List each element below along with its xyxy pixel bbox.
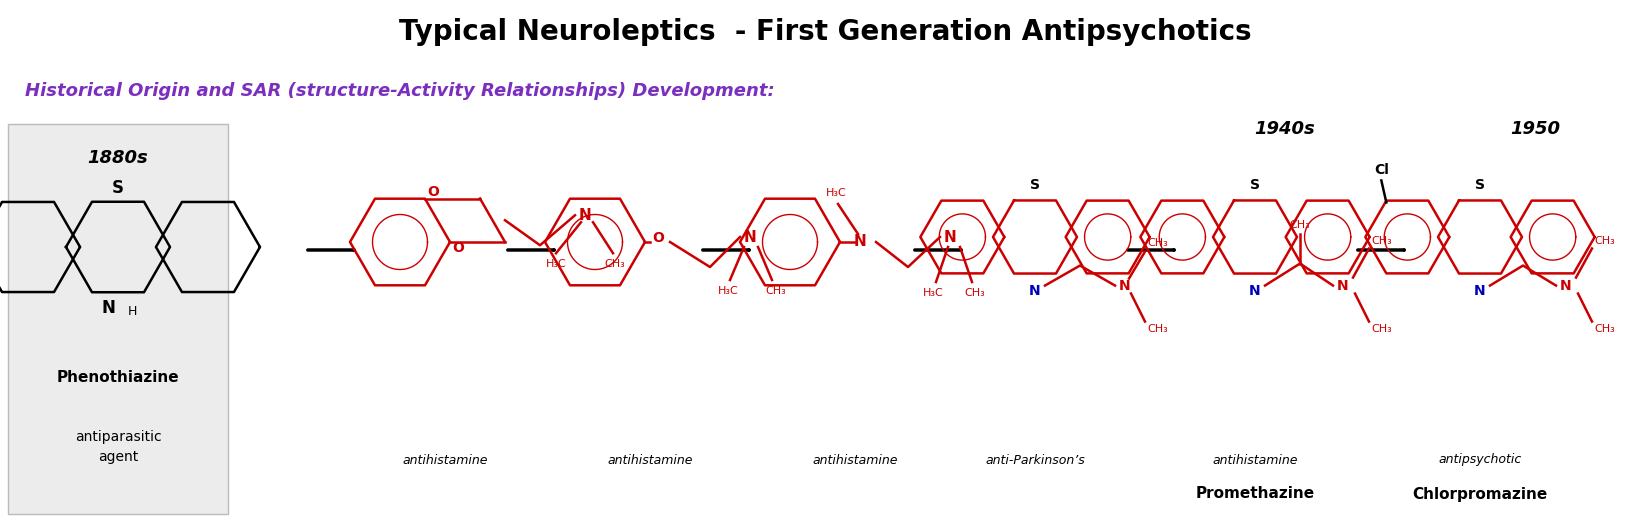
Text: S: S: [112, 179, 124, 197]
Text: CH₃: CH₃: [1147, 238, 1168, 247]
Text: Chlorpromazine: Chlorpromazine: [1412, 486, 1548, 502]
Text: O: O: [452, 241, 464, 255]
Text: N: N: [1030, 284, 1041, 297]
Text: N: N: [1336, 279, 1348, 293]
Text: S: S: [1251, 178, 1261, 193]
Text: N: N: [1249, 284, 1261, 297]
Text: O: O: [427, 186, 439, 200]
Text: antiparasitic
agent: antiparasitic agent: [74, 430, 162, 464]
Text: antihistamine: antihistamine: [403, 453, 488, 467]
Text: 1940s: 1940s: [1254, 120, 1315, 138]
Text: Promethazine: Promethazine: [1196, 486, 1315, 502]
Text: N: N: [101, 299, 116, 317]
Text: CH₃: CH₃: [1290, 220, 1310, 229]
Text: Typical Neuroleptics  - First Generation Antipsychotics: Typical Neuroleptics - First Generation …: [399, 18, 1251, 46]
Text: 1880s: 1880s: [87, 149, 148, 167]
Text: anti-Parkinson’s: anti-Parkinson’s: [985, 453, 1086, 467]
Text: N: N: [579, 208, 592, 223]
Text: antihistamine: antihistamine: [1213, 453, 1299, 467]
Text: CH₃: CH₃: [604, 259, 625, 269]
Text: Phenothiazine: Phenothiazine: [56, 370, 180, 385]
Text: CH₃: CH₃: [965, 288, 985, 298]
Text: H₃C: H₃C: [825, 188, 846, 198]
Text: N: N: [744, 229, 757, 245]
Text: S: S: [1030, 178, 1040, 193]
Text: H₃C: H₃C: [546, 259, 566, 269]
FancyBboxPatch shape: [8, 124, 228, 514]
Text: CH₃: CH₃: [1594, 323, 1615, 334]
Text: antihistamine: antihistamine: [812, 453, 898, 467]
Text: O: O: [652, 231, 663, 245]
Text: CH₃: CH₃: [766, 286, 787, 296]
Text: CH₃: CH₃: [1371, 323, 1391, 334]
Text: H₃C: H₃C: [718, 286, 738, 296]
Text: N: N: [1119, 279, 1130, 293]
Text: N: N: [1559, 279, 1572, 293]
Text: N: N: [944, 229, 957, 245]
Text: antihistamine: antihistamine: [607, 453, 693, 467]
Text: H: H: [129, 305, 137, 318]
Text: H₃C: H₃C: [922, 288, 944, 298]
Text: antipsychotic: antipsychotic: [1439, 453, 1521, 467]
Text: CH₃: CH₃: [1594, 236, 1615, 246]
Text: 1950: 1950: [1510, 120, 1559, 138]
Text: Cl: Cl: [1374, 163, 1389, 178]
Text: Historical Origin and SAR (structure-Activity Relationships) Development:: Historical Origin and SAR (structure-Act…: [25, 82, 775, 100]
Text: N: N: [853, 235, 866, 250]
Text: N: N: [1473, 284, 1485, 297]
Text: CH₃: CH₃: [1147, 323, 1168, 334]
Text: S: S: [1475, 178, 1485, 193]
Text: CH₃: CH₃: [1371, 236, 1391, 246]
